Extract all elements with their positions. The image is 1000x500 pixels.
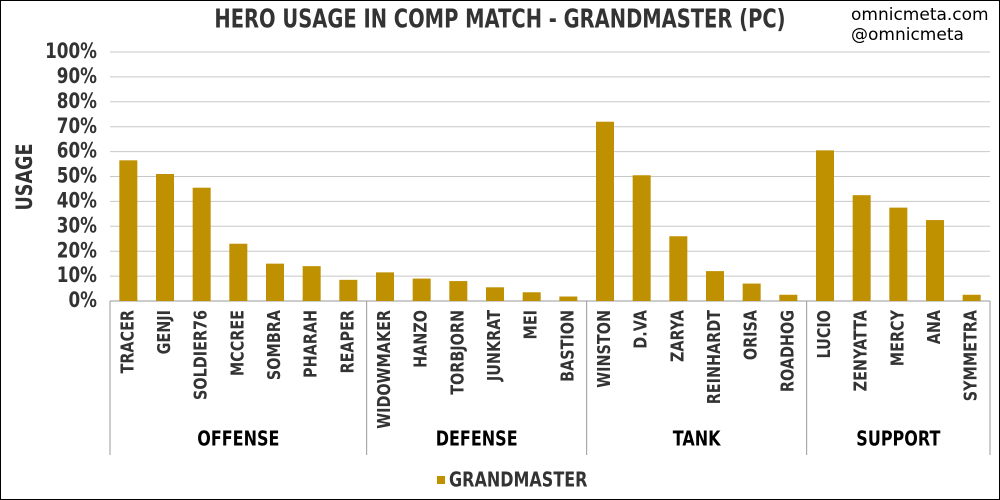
y-tick-label: 40% [57,189,97,213]
bar [632,175,651,301]
x-tick-label: REINHARDT [703,309,724,404]
bar [119,160,138,301]
x-tick-label: ZENYATTA [850,310,871,392]
y-tick-label: 20% [57,239,97,263]
x-tick-label: HANZO [410,310,431,368]
bar [926,220,944,301]
bar [889,207,908,301]
bar [266,263,284,301]
watermark: @omnicmeta [851,25,964,45]
x-tick-label: LUCIO [813,310,834,359]
x-tick-label: MERCY [887,310,908,366]
legend-swatch [437,476,445,484]
bar [192,187,211,301]
bar [412,278,431,301]
x-tick-label: TORBJORN [447,310,468,395]
bar [522,292,541,301]
group-label: TANK [673,428,722,451]
bar [156,174,174,301]
x-tick-label: MEI [520,310,541,339]
x-tick-label: ROADHOG [777,310,798,392]
bar [486,287,504,301]
bar [779,294,798,301]
bar [816,150,834,301]
bar [596,121,614,301]
bar [559,296,578,301]
y-tick-label: 70% [57,114,97,138]
legend-label: GRANDMASTER [449,469,588,492]
chart-title: HERO USAGE IN COMP MATCH - GRANDMASTER (… [214,5,785,34]
x-tick-label: REAPER [337,310,358,374]
bar [962,294,981,301]
x-tick-label: MCCREE [227,310,248,376]
y-tick-label: 30% [57,214,97,238]
y-tick-label: 50% [57,164,97,188]
bar [742,283,761,301]
x-tick-label: D.VA [630,310,651,349]
bar [706,271,724,301]
x-tick-label: JUNKRAT [483,309,504,382]
y-tick-label: 60% [57,139,97,163]
bar [852,195,871,301]
y-tick-label: 0% [68,288,97,312]
y-tick-label: 90% [57,64,97,88]
y-axis-label: USAGE [12,143,37,210]
x-tick-label: WINSTON [593,310,614,388]
x-tick-label: TRACER [117,310,138,374]
x-tick-label: GENJI [153,310,174,354]
bar [302,266,321,301]
bar [339,279,358,301]
x-tick-label: ZARYA [667,310,688,362]
x-tick-label: BASTION [557,310,578,382]
bar [376,272,394,301]
bar [449,281,468,301]
x-tick-label: SYMMETRA [960,310,981,402]
bar [669,236,688,301]
x-tick-label: PHARAH [300,310,321,378]
x-tick-label: SOMBRA [263,310,284,380]
bar [229,243,248,301]
group-label: SUPPORT [856,428,941,451]
group-label: DEFENSE [436,428,518,451]
y-tick-label: 100% [45,39,97,63]
y-tick-label: 10% [57,263,97,287]
x-tick-label: ORISA [740,310,761,360]
x-tick-label: WIDOWMAKER [373,310,394,429]
x-tick-label: SOLDIER76 [190,310,211,400]
watermark: omnicmeta.com [851,5,989,25]
x-tick-label: ANA [923,310,944,345]
group-label: OFFENSE [197,428,279,451]
y-tick-label: 80% [57,89,97,113]
